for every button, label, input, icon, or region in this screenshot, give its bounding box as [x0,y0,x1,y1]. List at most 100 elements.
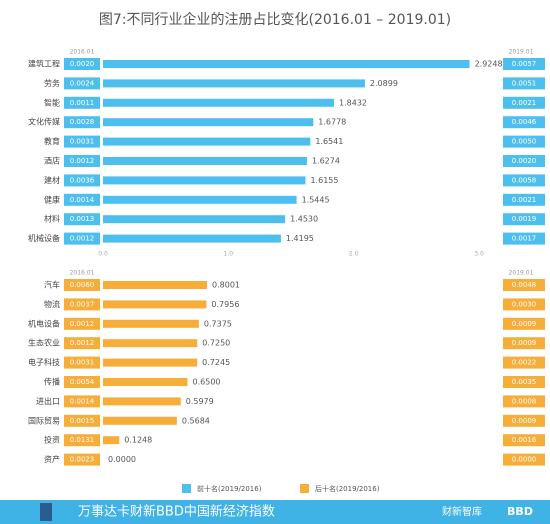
right-box [503,174,545,187]
right-value: 0.0030 [512,300,537,308]
bar [103,397,181,406]
category-label: 机电设备 [28,318,60,328]
right-box [503,453,545,466]
left-value: 0.0014 [70,196,95,204]
right-box [503,155,545,167]
left-value: 0.0036 [70,176,95,184]
left-box [64,58,100,70]
bar [103,215,286,224]
left-value: 0.0054 [70,378,95,386]
right-value: 0.0021 [512,196,537,204]
bar-value-label: 1.6155 [310,176,338,185]
right-box [503,96,545,109]
category-label: 材料 [44,214,60,224]
bar [103,416,177,425]
right-value: 0.0035 [512,378,537,386]
category-label: 物流 [44,299,60,309]
footer-bar [0,500,550,524]
x-tick-label: 3.0 [474,251,484,258]
bar [103,281,208,289]
left-box [64,135,100,148]
left-box [64,298,100,311]
bar-value-label: 0.1248 [124,436,152,445]
right-value: 0.0020 [512,157,537,165]
right-value: 0.0058 [512,176,537,184]
category-label: 传播 [44,377,60,387]
right-value: 0.0000 [512,456,537,464]
category-label: 电子科技 [28,357,60,367]
chart-title: 图7:不同行业企业的注册占比变化(2016.01 – 2019.01) [99,11,451,28]
right-box [503,232,545,245]
column-header: 2019.01 [509,49,534,56]
left-value: 0.0024 [70,79,95,87]
legend-label: 前十名(2019/2016) [197,484,262,493]
right-value: 0.0046 [512,118,537,126]
category-label: 教育 [44,136,60,146]
right-value: 0.0009 [512,320,537,328]
category-label: 投资 [44,435,60,445]
right-value: 0.0022 [512,359,537,367]
right-value: 0.0057 [512,60,537,68]
right-box [503,337,545,350]
category-label: 建材 [44,175,60,185]
bar [103,234,281,243]
left-box [64,453,100,466]
left-box [64,193,100,206]
left-value: 0.0015 [70,417,95,425]
left-box [64,232,100,245]
bar [103,157,307,165]
right-value: 0.0017 [512,235,537,243]
bar [103,60,470,68]
x-tick-label: 0.0 [98,251,108,258]
left-value: 0.0131 [70,436,95,444]
category-label: 进出口 [36,396,60,406]
footer-logo: 财新智库 [442,505,482,518]
right-value: 0.0009 [512,417,537,425]
left-value: 0.0012 [70,339,95,347]
right-box [503,434,545,447]
right-box [503,356,545,369]
right-box [503,77,545,90]
bar [103,358,198,367]
left-value: 0.0014 [70,397,95,405]
right-value: 0.0051 [512,79,537,87]
bar-value-label: 0.5684 [182,416,210,425]
right-value: 0.0050 [512,138,537,146]
category-label: 汽车 [44,280,60,290]
column-header: 2019.01 [509,270,534,277]
right-box [503,58,545,70]
right-box [503,279,545,291]
right-box [503,213,545,226]
legend-swatch [300,484,309,493]
bar [103,339,198,348]
left-box [64,434,100,447]
right-value: 0.0009 [512,339,537,347]
bar [103,300,207,309]
footer-icon [40,503,52,521]
category-label: 国际贸易 [28,415,60,425]
right-box [503,376,545,388]
category-label: 劳务 [44,78,60,88]
bar [103,319,199,328]
category-label: 智能 [44,97,60,107]
x-tick-label: 2.0 [349,251,359,258]
legend-swatch [182,484,191,493]
category-label: 建筑工程 [28,59,60,69]
category-label: 文化传媒 [28,117,60,127]
left-box [64,317,100,330]
bar-value-label: 0.5979 [186,397,214,406]
bar-value-label: 1.6274 [312,157,340,166]
category-label: 机械设备 [28,233,60,243]
left-value: 0.0023 [70,456,95,464]
column-header: 2016.01 [70,270,95,277]
bar [103,378,188,386]
bar-value-label: 0.7250 [202,339,230,348]
right-box [503,395,545,408]
left-value: 0.0031 [70,138,95,146]
footer-logo: BBD [507,505,533,518]
right-box [503,414,545,427]
left-value: 0.0060 [70,281,95,289]
bar [103,137,311,146]
left-value: 0.0028 [70,118,95,126]
